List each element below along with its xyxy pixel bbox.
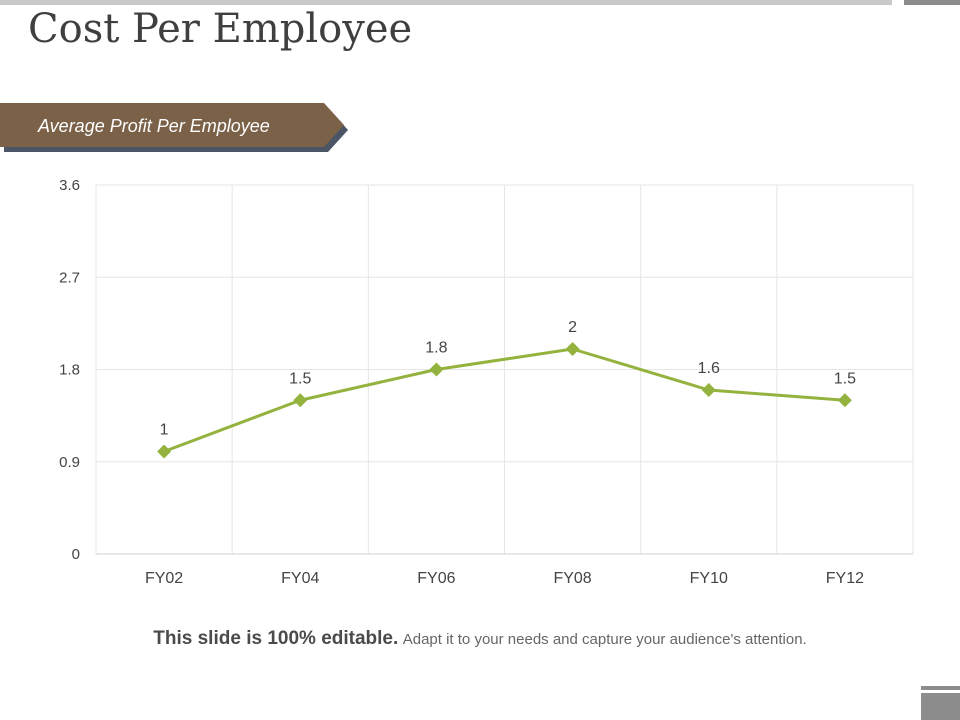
data-point-marker <box>701 383 716 397</box>
slide-title: Cost Per Employee <box>28 6 413 52</box>
data-label: 1 <box>160 422 169 439</box>
footer-bold-text: This slide is 100% editable. <box>153 628 399 649</box>
top-accent-bar-short <box>904 0 960 5</box>
y-tick-label: 0.9 <box>59 454 80 471</box>
x-tick-label: FY04 <box>281 570 319 587</box>
y-tick-label: 3.6 <box>59 177 80 194</box>
y-tick-label: 2.7 <box>59 269 80 286</box>
data-point-marker <box>565 342 580 356</box>
x-tick-label: FY12 <box>826 570 864 587</box>
top-accent-bar <box>0 0 892 5</box>
data-point-marker <box>429 362 444 377</box>
data-point-marker <box>837 393 852 408</box>
data-point-marker <box>293 393 308 408</box>
banner-label: Average Profit Per Employee <box>38 116 270 136</box>
y-tick-label: 0 <box>72 546 80 563</box>
data-label: 1.5 <box>289 370 311 387</box>
x-tick-label: FY06 <box>417 570 455 587</box>
data-label: 2 <box>568 319 577 336</box>
corner-accent-bar <box>921 690 960 720</box>
data-label: 1.6 <box>698 360 720 377</box>
line-chart: 0 0.9 1.8 2.7 3.6 FY02 FY04 FY06 FY08 FY10 FY12 1 1.… <box>59 177 914 587</box>
footer-note: This slide is 100% editable. Adapt it to… <box>0 628 960 650</box>
y-tick-label: 1.8 <box>59 362 80 379</box>
x-tick-label: FY02 <box>145 570 183 587</box>
data-point-marker <box>157 444 172 459</box>
x-tick-label: FY08 <box>553 570 591 587</box>
section-banner <box>0 103 348 152</box>
footer-text: Adapt it to your needs and capture your … <box>402 631 807 648</box>
series-line <box>163 347 846 453</box>
data-label: 1.8 <box>425 340 447 357</box>
data-label: 1.5 <box>834 370 856 387</box>
x-tick-label: FY10 <box>690 570 728 587</box>
